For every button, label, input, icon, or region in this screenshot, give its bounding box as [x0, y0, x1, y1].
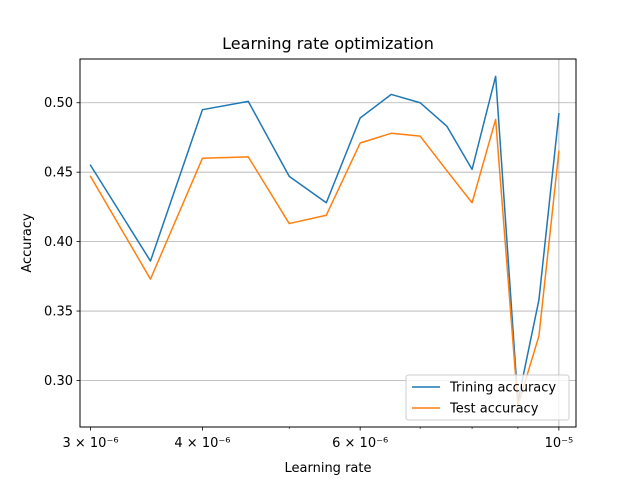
y-tick-label: 0.50 [44, 96, 73, 111]
y-axis: 0.30 0.35 0.40 0.45 0.50 [44, 96, 80, 389]
x-axis: 3 × 10⁻⁶ 4 × 10⁻⁶ 6 × 10⁻⁶ 10⁻⁵ [62, 427, 573, 451]
y-tick-label: 0.45 [44, 166, 73, 181]
series-line-0 [89, 75, 560, 403]
plot-frame [79, 58, 577, 428]
series-lines [89, 75, 560, 407]
y-tick-label: 0.35 [44, 305, 73, 320]
x-tick-label: 3 × 10⁻⁶ [62, 436, 118, 451]
legend: Trining accuracy Test accuracy [405, 374, 570, 421]
y-axis-label: Accuracy [20, 213, 35, 273]
x-tick-label: 6 × 10⁻⁶ [332, 436, 388, 451]
x-tick-label: 4 × 10⁻⁶ [174, 436, 230, 451]
legend-box [405, 374, 570, 421]
legend-label-0: Trining accuracy [449, 381, 556, 396]
x-tick-label: 10⁻⁵ [545, 436, 574, 451]
x-axis-label: Learning rate [285, 461, 372, 476]
series-line-1 [89, 118, 560, 407]
legend-label-1: Test accuracy [449, 402, 539, 417]
chart-title: Learning rate optimization [222, 34, 434, 53]
y-tick-label: 0.40 [44, 235, 73, 250]
y-tick-label: 0.30 [44, 374, 73, 389]
grid-lines [80, 59, 576, 427]
